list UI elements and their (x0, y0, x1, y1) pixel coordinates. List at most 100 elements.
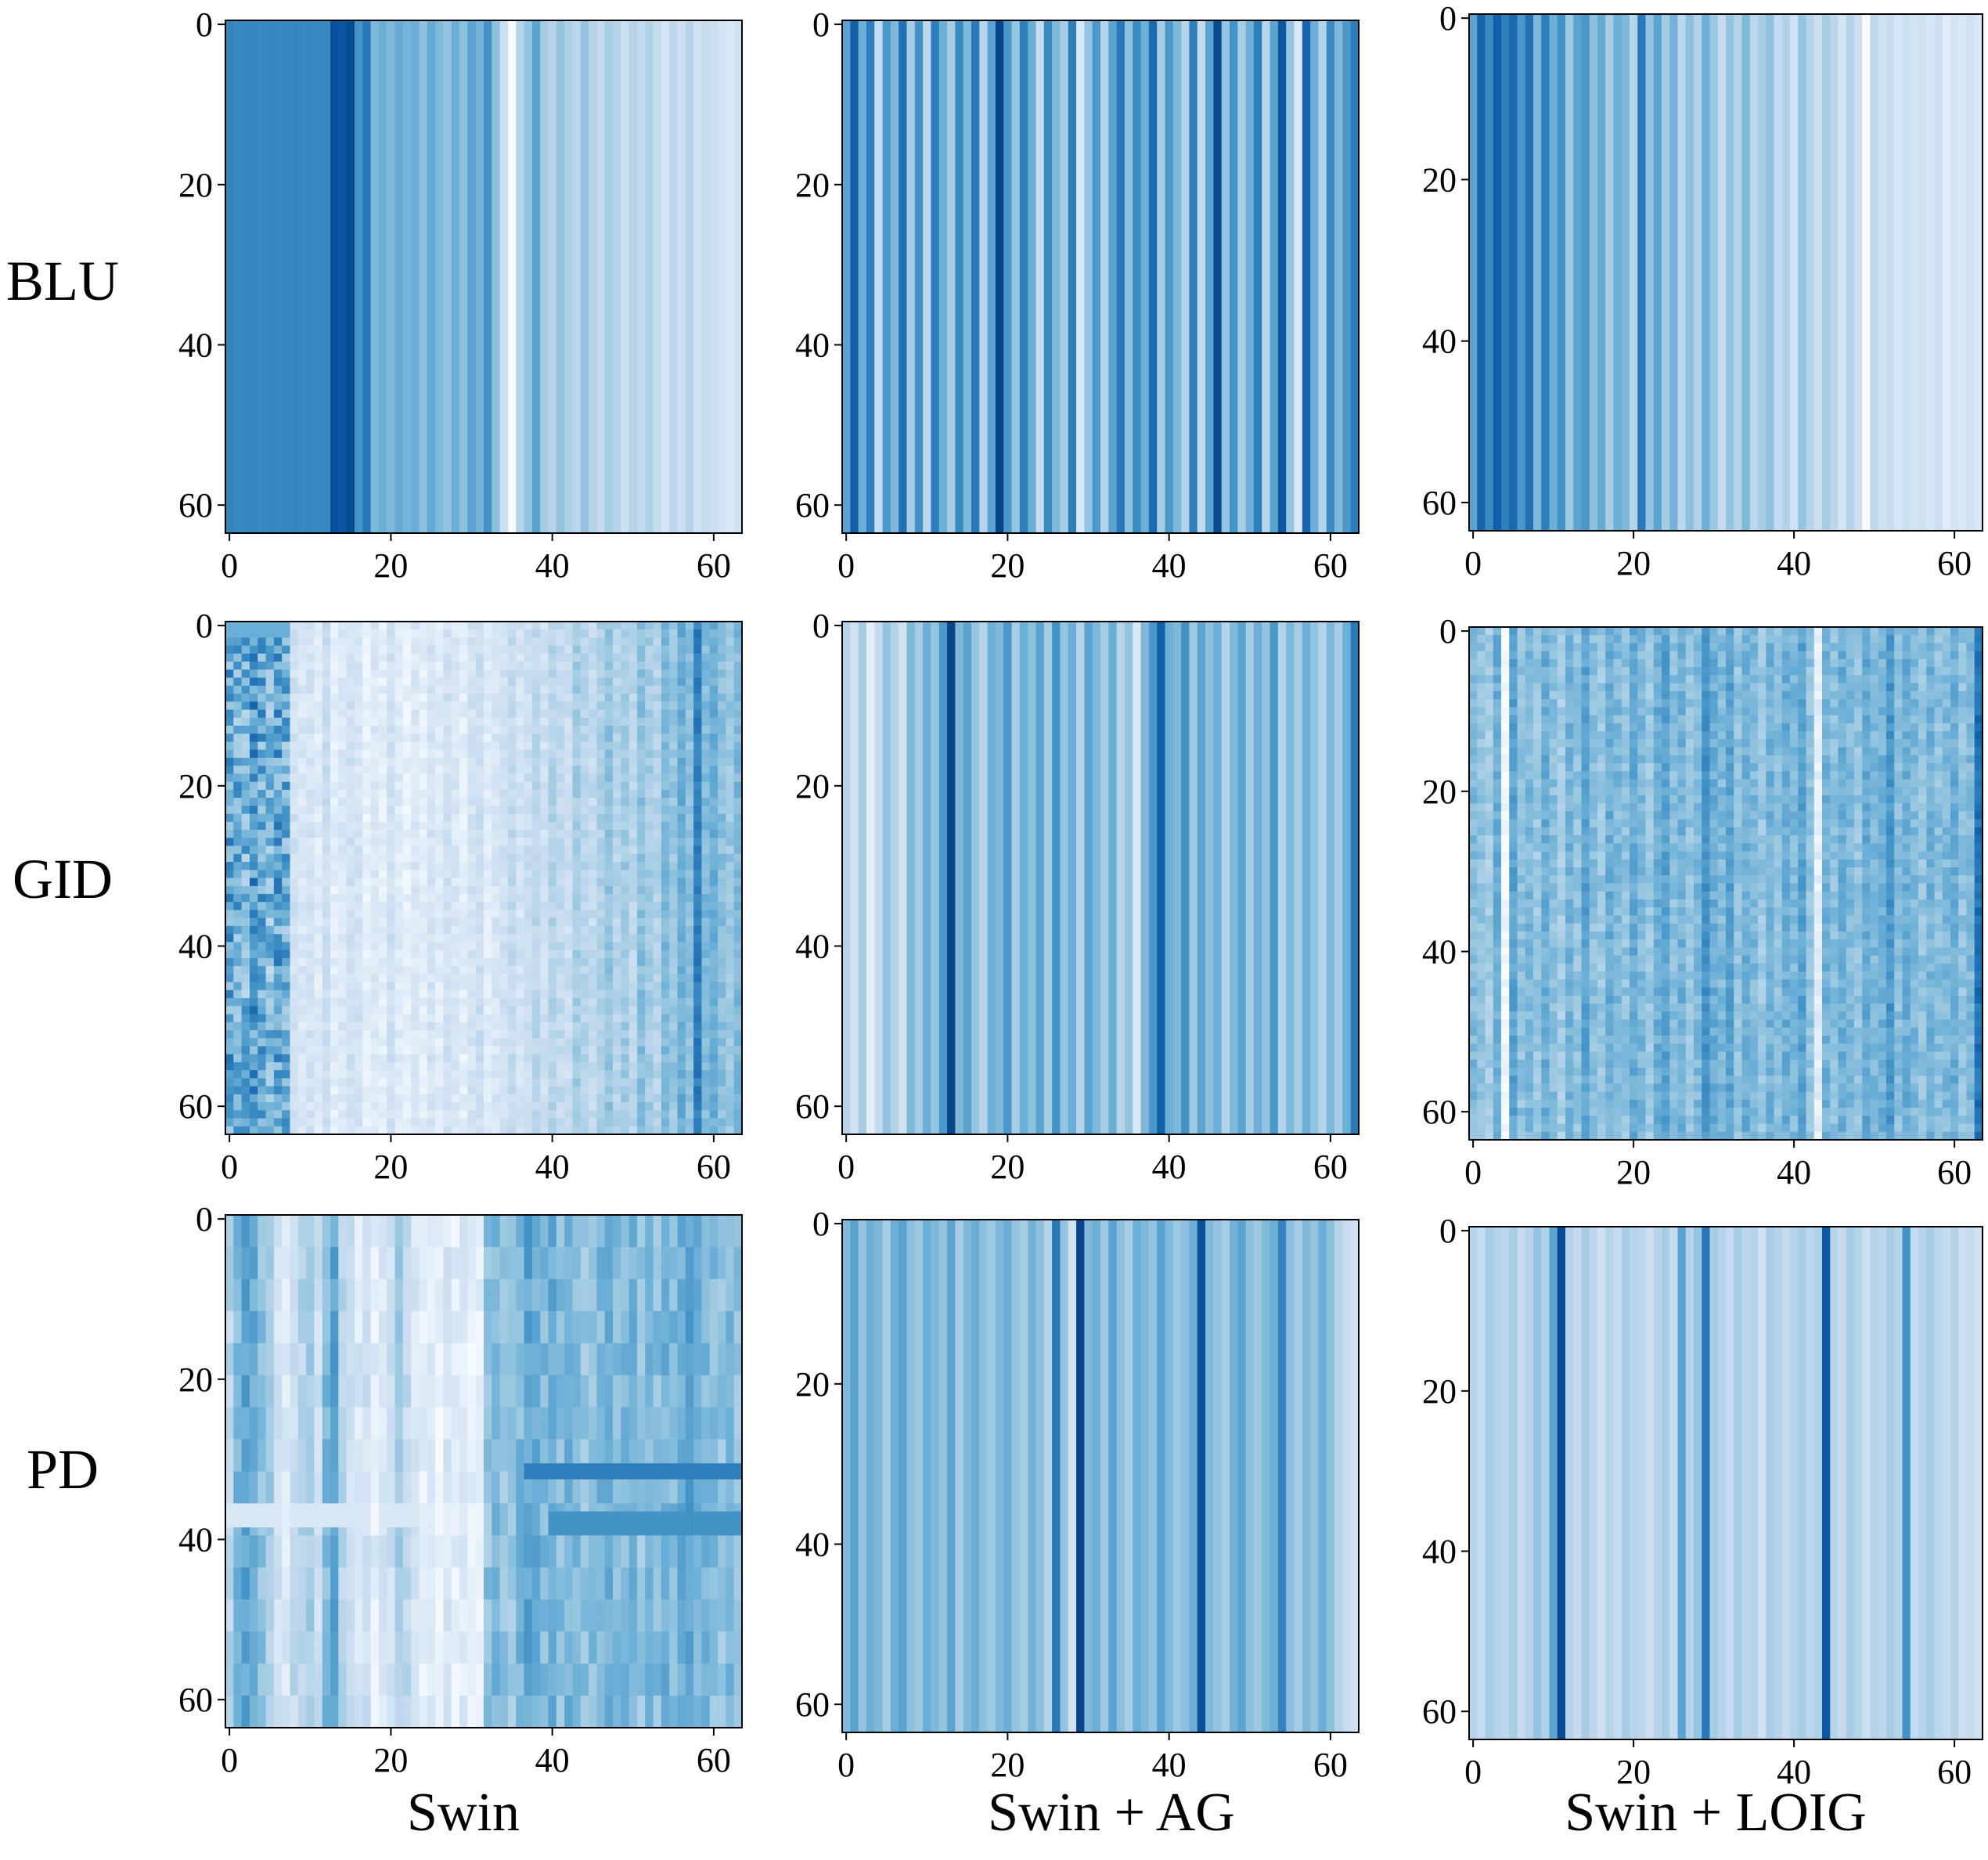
heatmap-column (1621, 14, 1630, 531)
heatmap-column (1052, 20, 1061, 533)
x-tick-label: 0 (837, 1746, 855, 1784)
heatmap-column (1637, 1227, 1647, 1739)
heatmap-column (890, 20, 899, 533)
heatmap-column (1068, 20, 1077, 533)
heatmap-column (1709, 1227, 1719, 1739)
heatmap-column (531, 20, 541, 533)
x-tick-label: 60 (1937, 1153, 1972, 1191)
heatmap-column (1342, 20, 1352, 533)
heatmap-column (1262, 20, 1271, 533)
y-tick-label: 0 (196, 1200, 213, 1238)
heatmap-column (1934, 1227, 1943, 1739)
x-tick-label: 0 (1464, 544, 1482, 582)
heatmap-column (1726, 1227, 1734, 1739)
heatmap-column (1277, 622, 1287, 1134)
x-tick-label: 40 (1152, 1746, 1187, 1784)
heatmap-column (1557, 1227, 1566, 1739)
heatmap-column (1092, 20, 1101, 533)
heatmap-column (1685, 1227, 1694, 1739)
heatmap-column (1133, 622, 1142, 1134)
heatmap-column (1205, 1220, 1214, 1732)
heatmap-column (1076, 20, 1085, 533)
heatmap-column (1181, 1220, 1190, 1732)
heatmap-column (1213, 622, 1223, 1134)
heatmap-column (1342, 1220, 1352, 1732)
heatmap-column (1237, 622, 1247, 1134)
heatmap-column (1573, 1227, 1583, 1739)
heatmap-column (1326, 1220, 1335, 1732)
heatmap-column (1133, 1220, 1142, 1732)
heatmap-column (613, 20, 621, 533)
heatmap-column (1702, 1227, 1711, 1739)
heatmap-column (1003, 1220, 1013, 1732)
heatmap-column (1262, 1220, 1271, 1732)
heatmap-column (1326, 20, 1335, 533)
heatmap-column (914, 622, 924, 1134)
heatmap-column (548, 20, 557, 533)
x-tick-label: 0 (837, 1148, 855, 1186)
heatmap-column (273, 20, 283, 533)
y-tick-label: 40 (178, 1520, 213, 1559)
heatmap-column (987, 20, 996, 533)
heatmap-column (882, 622, 891, 1134)
heatmap-column (1581, 1227, 1590, 1739)
heatmap-column (1197, 622, 1206, 1134)
heatmap-column (1100, 622, 1109, 1134)
heatmap-column (1942, 14, 1951, 531)
heatmap-column (338, 20, 348, 533)
heatmap-column (850, 20, 859, 533)
heatmap-column (1060, 622, 1069, 1134)
heatmap-column (1485, 1227, 1494, 1739)
heatmap-column (1124, 622, 1133, 1134)
heatmap-column (1350, 20, 1360, 533)
heatmap-column (1838, 1227, 1847, 1739)
heatmap-column (1669, 1227, 1679, 1739)
heatmap-column (923, 1220, 932, 1732)
heatmap-column (1517, 14, 1526, 531)
plot-frame (841, 1219, 1360, 1733)
heatmap-column (1003, 20, 1013, 533)
heatmap-column (963, 20, 972, 533)
heatmap-column (1100, 20, 1109, 533)
heatmap-column (947, 20, 956, 533)
heatmap-column (1902, 14, 1911, 531)
heatmap-column (1942, 1227, 1951, 1739)
heatmap-column (1253, 20, 1262, 533)
heatmap-column (1205, 20, 1214, 533)
heatmap-column (628, 20, 638, 533)
x-tick-label: 0 (837, 546, 855, 585)
heatmap-column (1878, 1227, 1887, 1739)
y-tick-label: 0 (196, 607, 213, 645)
heatmap-column (1052, 1220, 1061, 1732)
heatmap-column (858, 20, 867, 533)
heatmap-column (726, 20, 735, 533)
x-tick-label: 20 (1616, 1153, 1651, 1191)
x-tick-label: 40 (1152, 1148, 1187, 1186)
heatmap-column (709, 20, 718, 533)
y-tick-label: 20 (795, 1365, 830, 1404)
heatmap-column (685, 20, 694, 533)
heatmap-column (1549, 1227, 1558, 1739)
heatmap-column (1966, 14, 1975, 531)
heatmap-column (258, 20, 267, 533)
heatmap-column (435, 20, 445, 533)
heatmap-column (1003, 622, 1013, 1134)
heatmap-column (1766, 1227, 1775, 1739)
heatmap-column (1854, 1227, 1863, 1739)
y-tick-label: 40 (1422, 323, 1457, 361)
heatmap-column (1862, 14, 1871, 531)
x-tick-label: 0 (221, 546, 238, 585)
heatmap-column (1294, 20, 1303, 533)
heatmap-column (1262, 622, 1271, 1134)
heatmap-column (1043, 622, 1053, 1134)
heatmap-column (1597, 14, 1606, 531)
heatmap-column (1310, 1220, 1320, 1732)
heatmap-column (890, 622, 899, 1134)
heatmap-column (241, 20, 250, 533)
heatmap-column (1124, 20, 1133, 533)
heatmap-column (1813, 1227, 1823, 1739)
heatmap-column (1060, 20, 1069, 533)
heatmap-column (938, 20, 948, 533)
heatmap-column (1854, 14, 1863, 531)
